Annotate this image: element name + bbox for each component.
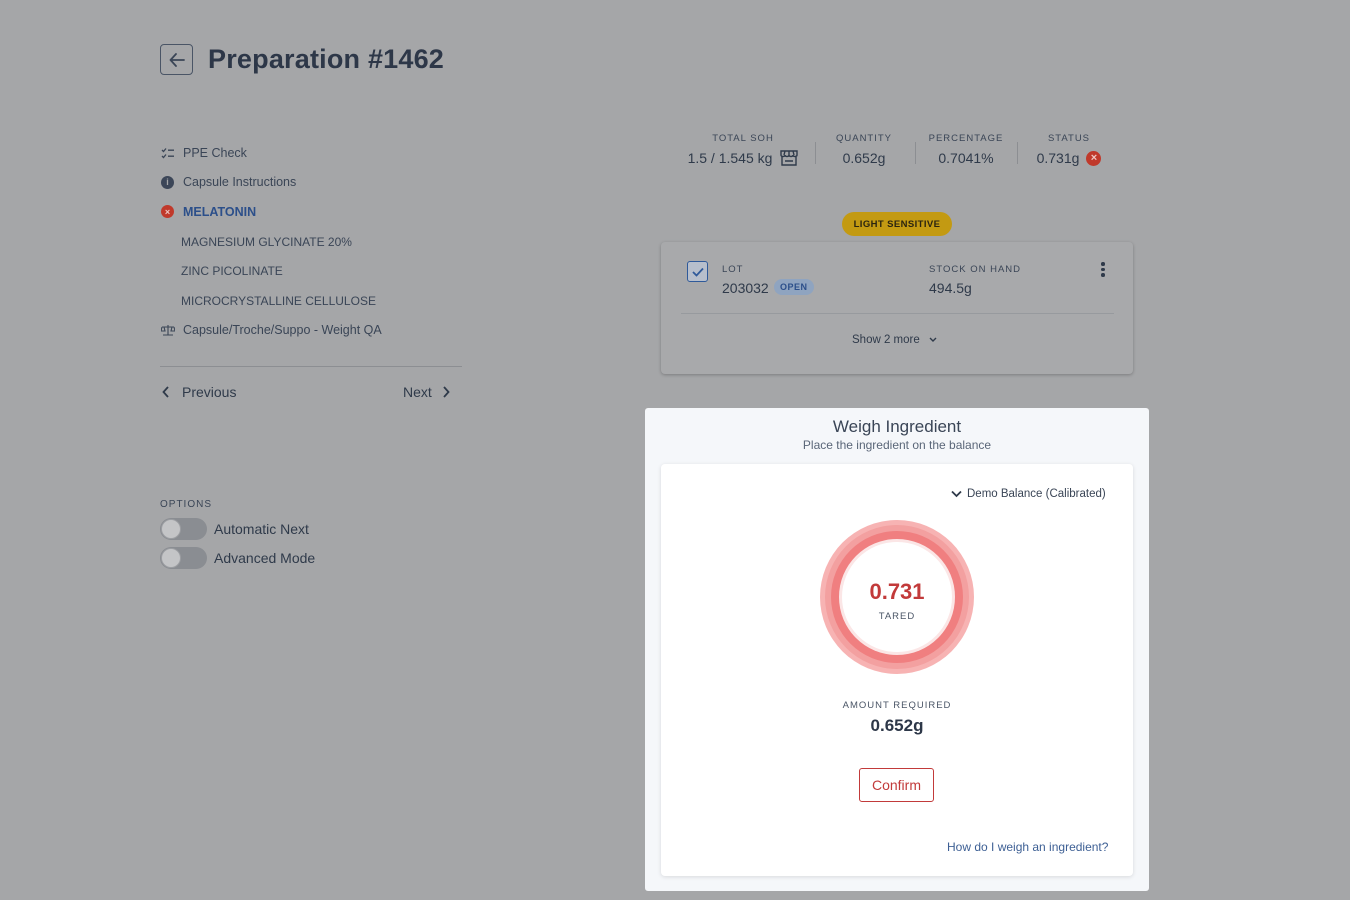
stat-value: 1.5 / 1.545 kg [687, 150, 773, 166]
lot-checkbox[interactable] [687, 261, 708, 282]
advanced-mode-label: Advanced Mode [214, 550, 316, 566]
stat-separator [1017, 142, 1018, 164]
divider [681, 313, 1114, 314]
stat-total-soh: TOTAL SOH 1.5 / 1.545 kg [684, 133, 802, 166]
stat-status: STATUS 0.731g × [1030, 133, 1108, 166]
light-sensitive-badge: LIGHT SENSITIVE [842, 212, 952, 236]
step-label: MELATONIN [183, 204, 257, 219]
stat-label: QUANTITY [835, 133, 893, 144]
more-options-icon[interactable] [1100, 262, 1106, 277]
options-label: OPTIONS [160, 499, 213, 510]
confirm-button[interactable]: Confirm [859, 768, 934, 802]
divider [160, 366, 462, 367]
weigh-ingredient-dialog: Weigh Ingredient Place the ingredient on… [645, 408, 1149, 891]
toggle-knob [161, 548, 181, 568]
info-icon: i [161, 175, 174, 189]
dialog-title: Weigh Ingredient [832, 417, 962, 436]
amount-required-label: AMOUNT REQUIRED [842, 700, 952, 711]
previous-button[interactable]: Previous [162, 384, 236, 400]
stat-separator [815, 142, 816, 164]
automatic-next-label: Automatic Next [214, 521, 309, 537]
next-label: Next [403, 384, 432, 400]
gauge-rings [820, 520, 974, 674]
chevron-down-icon [929, 337, 937, 342]
step-weight-qa[interactable]: Capsule/Troche/Suppo - Weight QA [160, 316, 460, 346]
step-capsule-instructions[interactable]: i Capsule Instructions [160, 168, 460, 198]
lot-number: 203032 [722, 280, 769, 296]
step-ppe-check[interactable]: PPE Check [160, 138, 460, 168]
stat-percentage: PERCENTAGE 0.7041% [925, 133, 1007, 166]
advanced-mode-toggle[interactable] [160, 547, 207, 569]
step-label: Capsule Instructions [183, 175, 297, 190]
back-button[interactable] [160, 44, 193, 75]
scale-icon [160, 323, 175, 338]
step-melatonin[interactable]: × MELATONIN [160, 197, 460, 227]
checklist-icon [160, 145, 175, 160]
advanced-mode-option: Advanced Mode [160, 547, 315, 569]
lot-card: LOT 203032 OPEN STOCK ON HAND 494.5g Sho… [661, 242, 1133, 374]
chevron-down-icon [951, 490, 962, 498]
step-label: ZINC PICOLINATE [181, 264, 283, 279]
stat-label: STATUS [1047, 133, 1091, 144]
tared-label: TARED [878, 611, 916, 622]
step-microcrystalline-cellulose[interactable]: MICROCRYSTALLINE CELLULOSE [160, 286, 460, 316]
lot-label: LOT [722, 264, 744, 275]
balance-select[interactable]: Demo Balance (Calibrated) [951, 488, 1106, 500]
step-list: PPE Check i Capsule Instructions × MELAT… [160, 138, 460, 345]
stat-separator [915, 142, 916, 164]
step-label: MICROCRYSTALLINE CELLULOSE [181, 293, 376, 308]
step-label: Capsule/Troche/Suppo - Weight QA [183, 323, 382, 338]
stat-value: 0.652g [842, 150, 886, 166]
chevron-left-icon [162, 386, 169, 398]
stat-value: 0.731g [1036, 150, 1080, 166]
amount-required-value: 0.652g [870, 716, 924, 735]
stock-on-hand-value: 494.5g [929, 280, 972, 296]
balance-name: Demo Balance (Calibrated) [967, 488, 1106, 500]
step-magnesium-glycinate[interactable]: MAGNESIUM GLYCINATE 20% [160, 227, 460, 257]
page-title: Preparation #1462 [208, 44, 445, 74]
open-badge: OPEN [774, 279, 814, 295]
stat-value: 0.7041% [938, 150, 994, 166]
next-button[interactable]: Next [403, 384, 450, 400]
automatic-next-toggle[interactable] [160, 518, 207, 540]
scale-gauge: 0.731 TARED [819, 519, 975, 675]
check-icon [691, 267, 704, 277]
step-label: MAGNESIUM GLYCINATE 20% [181, 234, 352, 249]
step-label: PPE Check [183, 145, 247, 160]
store-icon[interactable] [780, 150, 799, 166]
stat-quantity: QUANTITY 0.652g [828, 133, 900, 166]
show-more-button[interactable]: Show 2 more [852, 334, 937, 346]
stat-label: PERCENTAGE [928, 133, 1004, 144]
weigh-card: Demo Balance (Calibrated) 0.731 TARED AM… [661, 464, 1133, 876]
step-zinc-picolinate[interactable]: ZINC PICOLINATE [160, 256, 460, 286]
scale-reading: 0.731 [869, 579, 925, 604]
help-link[interactable]: How do I weigh an ingredient? [947, 840, 1109, 854]
dialog-subtitle: Place the ingredient on the balance [802, 438, 992, 452]
chevron-right-icon [443, 386, 450, 398]
stock-on-hand-label: STOCK ON HAND [929, 264, 1022, 275]
show-more-label: Show 2 more [852, 334, 920, 346]
error-icon: × [1086, 150, 1102, 166]
arrow-left-icon [169, 52, 185, 67]
automatic-next-option: Automatic Next [160, 518, 309, 540]
stat-label: TOTAL SOH [712, 133, 774, 144]
previous-label: Previous [182, 384, 237, 400]
error-icon: × [161, 205, 174, 219]
toggle-knob [161, 519, 181, 539]
